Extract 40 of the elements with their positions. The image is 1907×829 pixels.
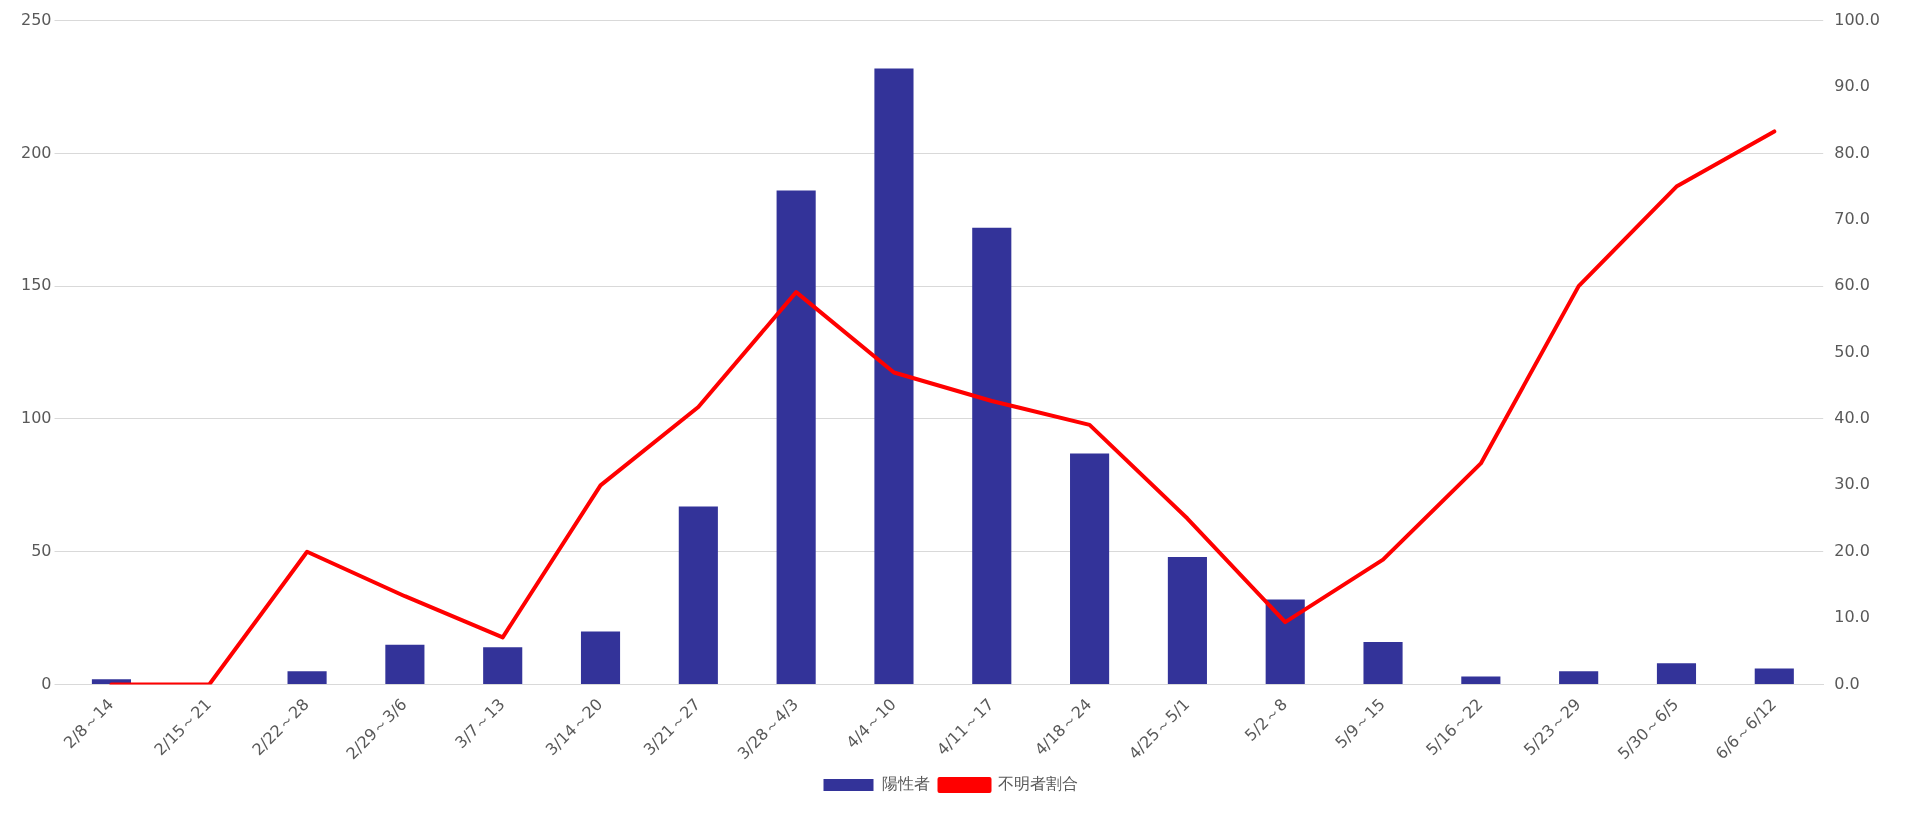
y-tick-label: 0	[41, 673, 52, 693]
y2-tick-label: 60.0	[1834, 275, 1870, 295]
y-tick-label: 50	[31, 540, 52, 560]
y2-tick-label: 70.0	[1834, 208, 1870, 228]
bar	[1167, 557, 1207, 684]
x-tick-label: 2/8～14	[59, 694, 118, 752]
bar	[1070, 453, 1110, 684]
bar	[776, 190, 816, 684]
bar	[483, 647, 523, 684]
y2-tick-label: 30.0	[1834, 474, 1870, 494]
y2-tick-label: 50.0	[1834, 341, 1870, 361]
legend-label: 陽性者	[881, 774, 930, 794]
y2-tick-label: 100.0	[1834, 9, 1881, 29]
bar	[1754, 668, 1794, 684]
bar	[580, 631, 621, 684]
legend-label: 不明者割合	[997, 774, 1078, 794]
y2-tick-label: 20.0	[1834, 540, 1870, 560]
bar	[385, 644, 425, 684]
bar	[1461, 676, 1501, 684]
y2-tick-label: 40.0	[1834, 408, 1870, 428]
y-tick-label: 250	[20, 9, 52, 29]
y-tick-label: 200	[20, 142, 52, 162]
y2-tick-label: 90.0	[1834, 76, 1870, 96]
bar	[1363, 642, 1403, 684]
bar	[1559, 671, 1599, 684]
bar	[972, 227, 1012, 684]
x-tick-label: 3/7～13	[451, 694, 509, 752]
y-tick-label: 150	[20, 275, 52, 295]
y2-tick-label: 10.0	[1834, 607, 1870, 627]
y2-tick-label: 0.0	[1834, 673, 1860, 693]
bar	[1656, 663, 1697, 684]
bar	[1265, 599, 1305, 684]
x-tick-label: 5/2～8	[1240, 694, 1291, 745]
y2-tick-label: 80.0	[1834, 142, 1870, 162]
x-tick-label: 4/4～10	[842, 694, 900, 752]
bar	[287, 671, 327, 684]
bar	[678, 506, 718, 684]
x-tick-label: 5/9～15	[1331, 694, 1389, 752]
bar	[874, 68, 914, 684]
y-tick-label: 100	[20, 408, 52, 428]
